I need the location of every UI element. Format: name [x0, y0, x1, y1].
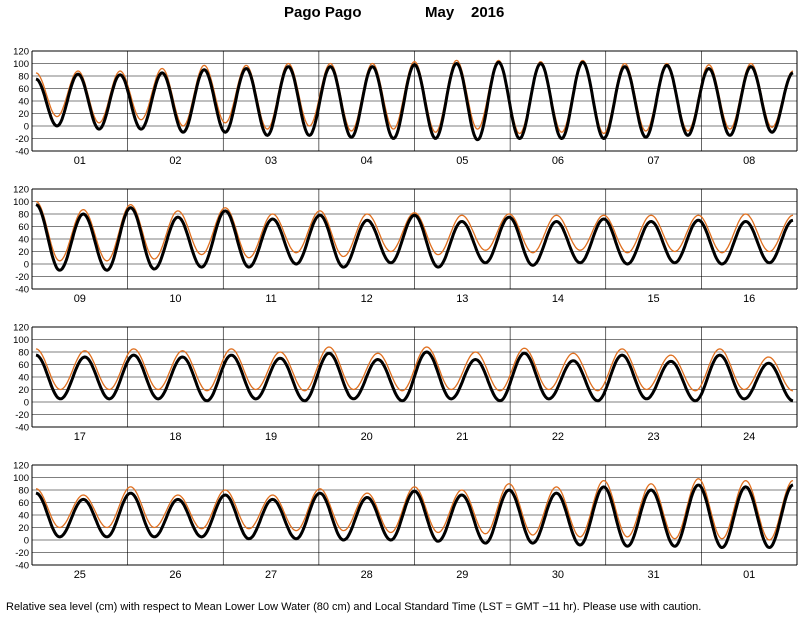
y-tick-label: 80 [18, 348, 29, 359]
y-tick-label: 40 [18, 511, 29, 522]
day-label: 06 [552, 155, 564, 167]
caption: Relative sea level (cm) with respect to … [6, 601, 702, 613]
day-label: 02 [169, 155, 181, 167]
day-label: 27 [265, 569, 277, 581]
day-label: 14 [552, 293, 564, 305]
day-label: 23 [647, 431, 659, 443]
y-tick-label: 100 [13, 473, 29, 484]
y-tick-label: 100 [13, 59, 29, 70]
observed-series-line [35, 483, 794, 549]
day-label: 19 [265, 431, 277, 443]
month-label: May [425, 4, 455, 21]
day-label: 07 [647, 155, 659, 167]
y-tick-label: -20 [15, 548, 29, 559]
y-tick-label: -20 [15, 134, 29, 145]
day-label: 31 [647, 569, 659, 581]
day-label: 04 [361, 155, 373, 167]
observed-series-line [35, 203, 794, 272]
y-tick-label: 40 [18, 97, 29, 108]
day-label: 28 [361, 569, 373, 581]
y-tick-label: 120 [13, 185, 29, 196]
day-label: 13 [456, 293, 468, 305]
day-label: 10 [169, 293, 181, 305]
y-tick-label: 20 [18, 523, 29, 534]
y-tick-label: 80 [18, 486, 29, 497]
predicted-series-line [35, 346, 794, 392]
y-tick-label: -40 [15, 561, 29, 572]
day-label: 29 [456, 569, 468, 581]
y-tick-label: 120 [13, 47, 29, 58]
day-label: 01 [743, 569, 755, 581]
y-tick-label: 40 [18, 235, 29, 246]
y-tick-label: 60 [18, 360, 29, 371]
day-label: 18 [169, 431, 181, 443]
y-tick-label: -40 [15, 423, 29, 434]
y-tick-label: 100 [13, 335, 29, 346]
day-label: 05 [456, 155, 468, 167]
day-label: 20 [361, 431, 373, 443]
y-tick-label: 60 [18, 498, 29, 509]
day-label: 25 [74, 569, 86, 581]
day-label: 15 [647, 293, 659, 305]
chart-title: Pago Pago May 2016 [0, 4, 800, 24]
y-tick-label: 60 [18, 84, 29, 95]
predicted-series-line [35, 59, 794, 135]
y-tick-label: 100 [13, 197, 29, 208]
day-label: 16 [743, 293, 755, 305]
day-label: 01 [74, 155, 86, 167]
y-tick-label: -20 [15, 272, 29, 283]
day-label: 22 [552, 431, 564, 443]
day-label: 17 [74, 431, 86, 443]
day-label: 12 [361, 293, 373, 305]
y-tick-label: 0 [24, 398, 29, 409]
day-label: 30 [552, 569, 564, 581]
predicted-series-line [35, 200, 794, 262]
y-tick-label: -40 [15, 147, 29, 158]
y-tick-label: 40 [18, 373, 29, 384]
day-label: 11 [265, 293, 276, 305]
day-label: 21 [456, 431, 468, 443]
year-label: 2016 [471, 4, 505, 21]
y-tick-label: 20 [18, 247, 29, 258]
y-tick-label: 80 [18, 72, 29, 83]
y-tick-label: 120 [13, 461, 29, 472]
y-tick-label: -40 [15, 285, 29, 296]
day-label: 03 [265, 155, 277, 167]
y-tick-label: 60 [18, 222, 29, 233]
y-tick-label: 20 [18, 109, 29, 120]
day-label: 08 [743, 155, 755, 167]
observed-series-line [35, 350, 794, 403]
y-tick-label: 80 [18, 210, 29, 221]
y-tick-label: 0 [24, 260, 29, 271]
y-tick-label: -20 [15, 410, 29, 421]
day-label: 26 [169, 569, 181, 581]
y-tick-label: 20 [18, 385, 29, 396]
y-tick-label: 0 [24, 122, 29, 133]
predicted-series-line [35, 478, 794, 541]
y-tick-label: 0 [24, 536, 29, 547]
station-name: Pago Pago [284, 4, 362, 21]
y-tick-label: 120 [13, 323, 29, 334]
day-label: 09 [74, 293, 86, 305]
day-label: 24 [743, 431, 755, 443]
observed-series-line [35, 60, 794, 142]
